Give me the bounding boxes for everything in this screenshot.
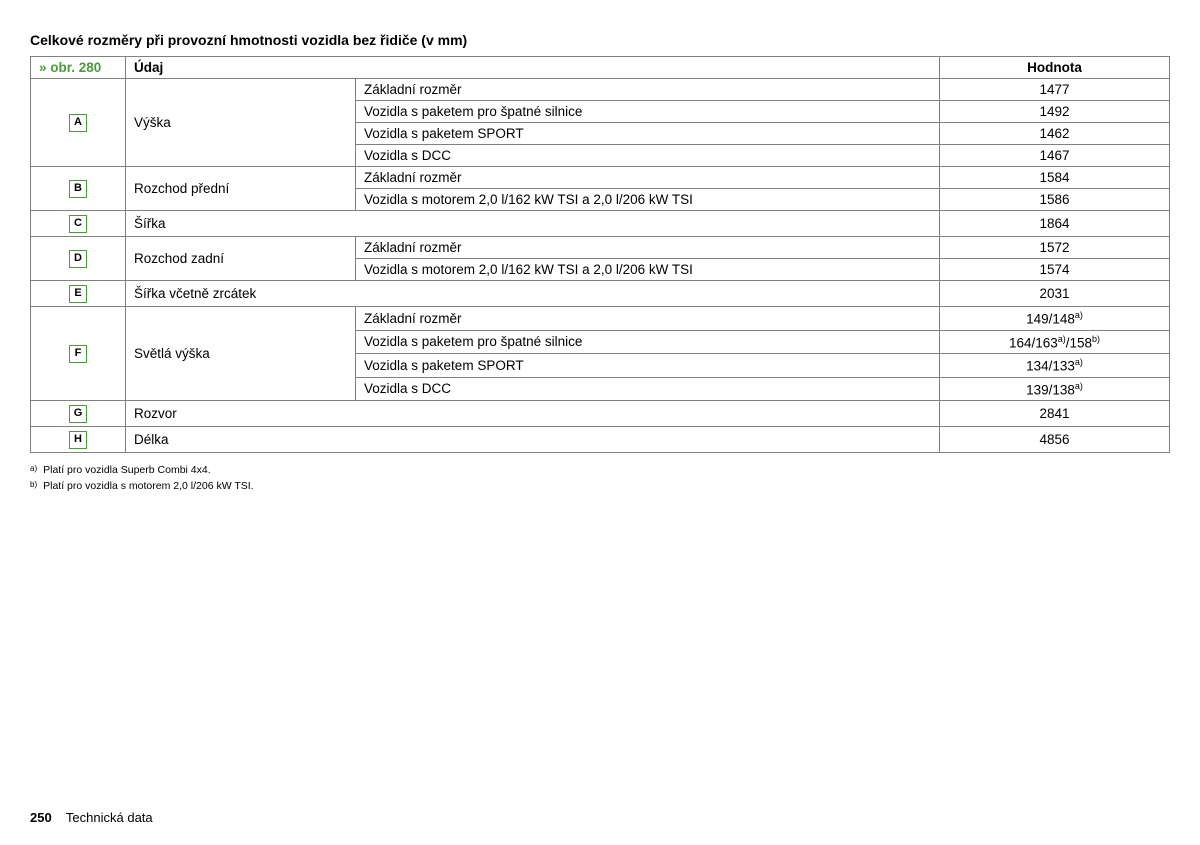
table-row: AVýškaZákladní rozměr1477 bbox=[31, 79, 1170, 101]
letter-box: D bbox=[69, 250, 87, 268]
label-cell: Rozchod přední bbox=[126, 167, 356, 211]
footnote-mark: b) bbox=[30, 479, 37, 495]
table-row: FSvětlá výškaZákladní rozměr149/148a) bbox=[31, 307, 1170, 331]
footnote-text: Platí pro vozidla s motorem 2,0 l/206 kW… bbox=[43, 479, 253, 495]
ref-cell: F bbox=[31, 307, 126, 401]
value-cell: 149/148a) bbox=[940, 307, 1170, 331]
footnote-row: a) Platí pro vozidla Superb Combi 4x4. bbox=[30, 463, 1170, 479]
detail-cell: Základní rozměr bbox=[356, 79, 940, 101]
value-cell: 139/138a) bbox=[940, 377, 1170, 401]
detail-cell: Základní rozměr bbox=[356, 307, 940, 331]
ref-cell: H bbox=[31, 427, 126, 453]
value-cell: 164/163a)/158b) bbox=[940, 330, 1170, 354]
value-cell: 2031 bbox=[940, 281, 1170, 307]
value-cell: 1492 bbox=[940, 101, 1170, 123]
value-cell: 1572 bbox=[940, 237, 1170, 259]
ref-cell: G bbox=[31, 401, 126, 427]
label-cell: Délka bbox=[126, 427, 940, 453]
header-udaj: Údaj bbox=[126, 57, 940, 79]
table-row: E Šířka včetně zrcátek2031 bbox=[31, 281, 1170, 307]
detail-cell: Vozidla s DCC bbox=[356, 145, 940, 167]
letter-box: B bbox=[69, 180, 87, 198]
label-cell: Šířka bbox=[126, 211, 940, 237]
table-row: H Délka4856 bbox=[31, 427, 1170, 453]
page-footer: 250 Technická data bbox=[30, 810, 153, 825]
page-number: 250 bbox=[30, 810, 52, 825]
table-row: G Rozvor2841 bbox=[31, 401, 1170, 427]
value-cell: 1864 bbox=[940, 211, 1170, 237]
header-ref: » obr. 280 bbox=[31, 57, 126, 79]
footer-section: Technická data bbox=[66, 810, 153, 825]
value-cell: 2841 bbox=[940, 401, 1170, 427]
dimensions-table: » obr. 280 Údaj Hodnota AVýškaZákladní r… bbox=[30, 56, 1170, 453]
ref-cell: B bbox=[31, 167, 126, 211]
detail-cell: Vozidla s paketem SPORT bbox=[356, 123, 940, 145]
letter-box: F bbox=[69, 345, 87, 363]
detail-cell: Vozidla s motorem 2,0 l/162 kW TSI a 2,0… bbox=[356, 189, 940, 211]
letter-box: A bbox=[69, 114, 87, 132]
letter-box: E bbox=[69, 285, 87, 303]
value-cell: 4856 bbox=[940, 427, 1170, 453]
detail-cell: Základní rozměr bbox=[356, 167, 940, 189]
value-cell: 1574 bbox=[940, 259, 1170, 281]
value-cell: 1584 bbox=[940, 167, 1170, 189]
footnote-mark: a) bbox=[30, 463, 37, 479]
label-cell: Rozvor bbox=[126, 401, 940, 427]
detail-cell: Vozidla s paketem pro špatné silnice bbox=[356, 101, 940, 123]
label-cell: Světlá výška bbox=[126, 307, 356, 401]
header-hodnota: Hodnota bbox=[940, 57, 1170, 79]
ref-cell: A bbox=[31, 79, 126, 167]
table-row: BRozchod předníZákladní rozměr1584 bbox=[31, 167, 1170, 189]
footnote-text: Platí pro vozidla Superb Combi 4x4. bbox=[43, 463, 211, 479]
label-cell: Rozchod zadní bbox=[126, 237, 356, 281]
letter-box: G bbox=[69, 405, 87, 423]
letter-box: H bbox=[69, 431, 87, 449]
value-cell: 1586 bbox=[940, 189, 1170, 211]
value-cell: 1477 bbox=[940, 79, 1170, 101]
table-row: DRozchod zadníZákladní rozměr1572 bbox=[31, 237, 1170, 259]
table-row: C Šířka1864 bbox=[31, 211, 1170, 237]
detail-cell: Základní rozměr bbox=[356, 237, 940, 259]
label-cell: Výška bbox=[126, 79, 356, 167]
detail-cell: Vozidla s paketem SPORT bbox=[356, 354, 940, 378]
value-cell: 1467 bbox=[940, 145, 1170, 167]
detail-cell: Vozidla s DCC bbox=[356, 377, 940, 401]
page-title: Celkové rozměry při provozní hmotnosti v… bbox=[30, 32, 1170, 48]
label-cell: Šířka včetně zrcátek bbox=[126, 281, 940, 307]
footnote-row: b) Platí pro vozidla s motorem 2,0 l/206 … bbox=[30, 479, 1170, 495]
detail-cell: Vozidla s motorem 2,0 l/162 kW TSI a 2,0… bbox=[356, 259, 940, 281]
ref-link: » obr. 280 bbox=[39, 60, 101, 75]
footnotes: a) Platí pro vozidla Superb Combi 4x4. b) P… bbox=[30, 463, 1170, 495]
ref-cell: D bbox=[31, 237, 126, 281]
letter-box: C bbox=[69, 215, 87, 233]
detail-cell: Vozidla s paketem pro špatné silnice bbox=[356, 330, 940, 354]
ref-cell: E bbox=[31, 281, 126, 307]
value-cell: 134/133a) bbox=[940, 354, 1170, 378]
ref-cell: C bbox=[31, 211, 126, 237]
table-header-row: » obr. 280 Údaj Hodnota bbox=[31, 57, 1170, 79]
value-cell: 1462 bbox=[940, 123, 1170, 145]
